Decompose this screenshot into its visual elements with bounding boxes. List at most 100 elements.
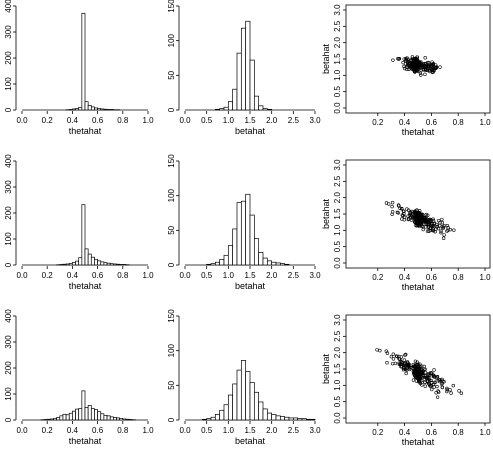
y-tick-label: 0.0 — [333, 102, 342, 114]
scatter-point — [417, 380, 421, 384]
histogram-bar — [214, 108, 221, 111]
histogram-bar — [297, 418, 303, 421]
y-tick-label: 1.5 — [333, 208, 342, 220]
scatter-point — [395, 354, 399, 359]
scatter-point — [412, 211, 416, 215]
y-tick-label: 100 — [4, 232, 13, 246]
histogram-bar — [94, 409, 98, 421]
histogram-bar — [223, 254, 229, 266]
scatter-point — [427, 373, 431, 378]
x-tick-label: 0.6 — [426, 118, 438, 127]
scatter-point — [397, 57, 401, 61]
y-tick-label: 2.0 — [333, 192, 342, 204]
histogram-bar — [46, 418, 51, 421]
x-tick-label: 0.5 — [201, 116, 213, 125]
scatter-point — [432, 368, 436, 372]
scatter-point — [407, 67, 411, 71]
scatter-point — [426, 375, 430, 379]
histogram-bar — [219, 409, 225, 421]
histogram-bar — [62, 413, 67, 421]
scatter-point — [425, 218, 429, 223]
scatter-point — [397, 357, 401, 361]
histogram-bar — [125, 418, 130, 421]
scatter-point — [397, 362, 402, 367]
scatter-point — [387, 202, 391, 206]
y-axis-label: betahat — [321, 353, 331, 384]
x-axis-label: betahat — [235, 126, 266, 136]
scatter-point — [405, 366, 409, 371]
histogram-bar — [210, 263, 216, 266]
panel-1-1: 0.0 0.2 0.4 0.6 0.8 1.0 0 100 200 300 400 thetahat — [4, 0, 154, 136]
scatter-point — [419, 68, 423, 72]
x-tick-label: 0.2 — [372, 273, 384, 282]
y-tick-label: 150 — [167, 154, 176, 168]
histogram-bar — [266, 412, 273, 421]
y-tick-label: 2.0 — [333, 347, 342, 359]
y-axis-label: betahat — [321, 43, 331, 74]
histogram-bar — [284, 263, 290, 266]
histogram-bar — [65, 414, 70, 421]
scatter-point — [390, 210, 395, 214]
histogram-bar — [84, 248, 89, 266]
scatter-point — [391, 357, 396, 361]
panel-1-2: 0.0 0.5 1.0 1.5 2.0 2.5 3.0 0 50 100 150 betahat — [167, 0, 321, 136]
scatter-point — [403, 362, 407, 366]
histogram-bar — [266, 260, 273, 266]
histogram-bar — [128, 419, 133, 421]
x-tick-label: 2.5 — [288, 271, 300, 280]
histogram-bar — [292, 417, 299, 421]
scatter-point — [457, 389, 461, 393]
x-tick-label: 1.0 — [223, 271, 235, 280]
scatter-point — [430, 387, 434, 392]
scatter-point — [405, 67, 409, 72]
y-tick-label: 150 — [167, 0, 176, 13]
histogram-bar — [65, 263, 70, 266]
scatter-point — [427, 229, 431, 234]
y-tick-label: 100 — [4, 387, 13, 401]
x-tick-label: 0.4 — [67, 426, 79, 435]
x-tick-label: 0.4 — [399, 273, 411, 282]
scatter-point — [391, 352, 396, 356]
scatter-point — [439, 230, 443, 235]
histogram-bar — [240, 200, 247, 266]
histogram-bar — [112, 263, 117, 266]
scatter-point — [400, 213, 405, 217]
histogram-bar — [279, 263, 286, 266]
histogram-bar — [68, 412, 73, 421]
scatter-point — [402, 64, 406, 69]
scatter-point — [414, 212, 419, 216]
y-tick-label: 3.0 — [333, 4, 342, 16]
x-tick-label: 2.0 — [266, 271, 278, 280]
histogram-bar — [284, 416, 290, 421]
scatter-point — [432, 222, 436, 226]
scatter-point — [440, 224, 444, 229]
histogram-bar — [72, 410, 76, 421]
scatter-point — [413, 359, 418, 363]
scatter-point — [451, 383, 456, 388]
scatter-point — [432, 69, 436, 73]
scatter-point — [375, 348, 379, 352]
x-tick-label: 0.4 — [67, 116, 79, 125]
scatter-point — [431, 62, 436, 67]
scatter-point — [442, 233, 446, 237]
scatter-point — [423, 72, 427, 77]
x-axis-label: thetahat — [402, 127, 435, 137]
scatter-point — [452, 228, 456, 232]
histogram-bar — [245, 371, 251, 421]
x-tick-label: 1.0 — [479, 273, 491, 282]
scatter-point — [393, 361, 398, 366]
scatter-point — [427, 68, 432, 72]
x-tick-label: 0.2 — [372, 428, 384, 437]
scatter-point — [413, 220, 417, 224]
x-tick-label: 0.5 — [201, 426, 213, 435]
scatter-point — [420, 219, 424, 223]
scatter-point — [410, 55, 415, 59]
x-tick-label: 1.0 — [223, 116, 235, 125]
scatter-point — [429, 378, 433, 383]
scatter-point — [402, 358, 407, 362]
scatter-point — [445, 223, 449, 228]
y-tick-label: 1.0 — [333, 224, 342, 236]
x-tick-label: 1.5 — [244, 271, 256, 280]
y-tick-label: 300 — [4, 335, 13, 349]
